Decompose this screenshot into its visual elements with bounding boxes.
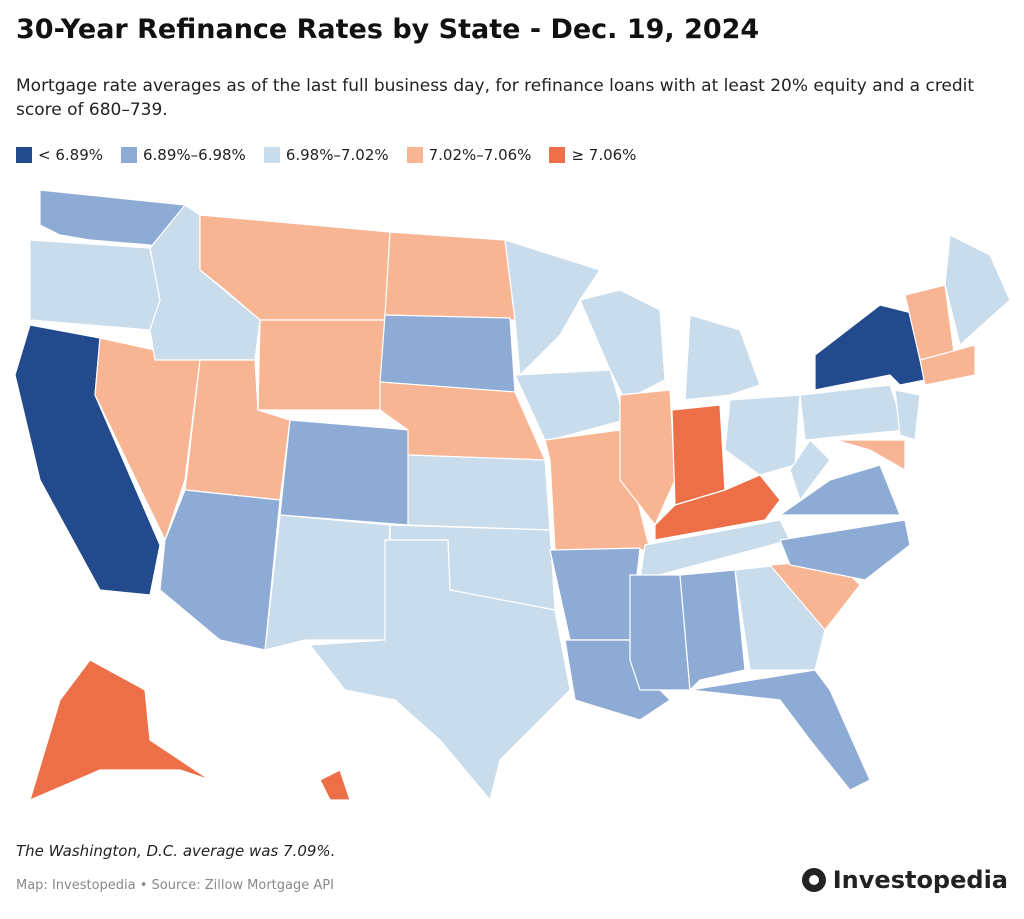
state (944, 234, 1011, 347)
legend-swatch (406, 147, 423, 163)
state (379, 314, 516, 393)
us-map (14, 189, 1011, 802)
state (654, 474, 781, 541)
legend-swatch (549, 147, 566, 163)
state (514, 369, 626, 441)
state (279, 419, 411, 526)
state (407, 454, 551, 531)
legend-swatch (16, 147, 32, 163)
state (579, 289, 666, 401)
legend-label: 7.02%–7.06% (428, 146, 532, 164)
state (308, 539, 571, 802)
state (684, 314, 761, 401)
brand-name: Investopedia (832, 866, 1008, 894)
state (689, 669, 871, 791)
legend-label: 6.89%–6.98% (143, 146, 246, 164)
state (29, 659, 211, 802)
state (671, 404, 726, 506)
state (778, 464, 901, 516)
state (159, 489, 281, 651)
brand-icon (801, 868, 826, 892)
state (814, 304, 926, 391)
state (919, 344, 976, 386)
legend-label: ≥ 7.06% (571, 146, 637, 164)
note: The Washington, D.C. average was 7.09%. (16, 842, 336, 860)
legend: < 6.89% 6.89%–6.98% 6.98%–7.02% 7.02%–7.06%… (16, 146, 636, 164)
state (504, 239, 601, 377)
state (257, 319, 386, 411)
legend-item: 6.98%–7.02% (263, 146, 389, 164)
legend-swatch (121, 147, 137, 163)
state (834, 439, 906, 472)
state (319, 769, 351, 801)
state (724, 394, 801, 476)
title: 30-Year Refinance Rates by State - Dec. … (16, 14, 760, 45)
state (789, 439, 831, 502)
state (894, 389, 921, 441)
legend-item: < 6.89% (16, 146, 103, 164)
state (799, 384, 906, 441)
legend-label: 6.98%–7.02% (285, 146, 389, 164)
state (629, 574, 691, 691)
legend-item: 6.89%–6.98% (121, 146, 246, 164)
subtitle: Mortgage rate averages as of the last fu… (16, 76, 975, 120)
state (779, 519, 911, 581)
state (264, 514, 391, 651)
state (384, 231, 516, 321)
state (549, 547, 641, 641)
source: Map: Investopedia • Source: Zillow Mortg… (16, 878, 334, 893)
legend-item: 7.02%–7.06% (406, 146, 532, 164)
state (29, 239, 161, 331)
state (679, 569, 746, 692)
brand: Investopedia (801, 866, 1008, 894)
legend-item: ≥ 7.06% (549, 146, 636, 164)
legend-label: < 6.89% (38, 146, 103, 164)
legend-swatch (263, 147, 280, 163)
state (619, 389, 676, 527)
